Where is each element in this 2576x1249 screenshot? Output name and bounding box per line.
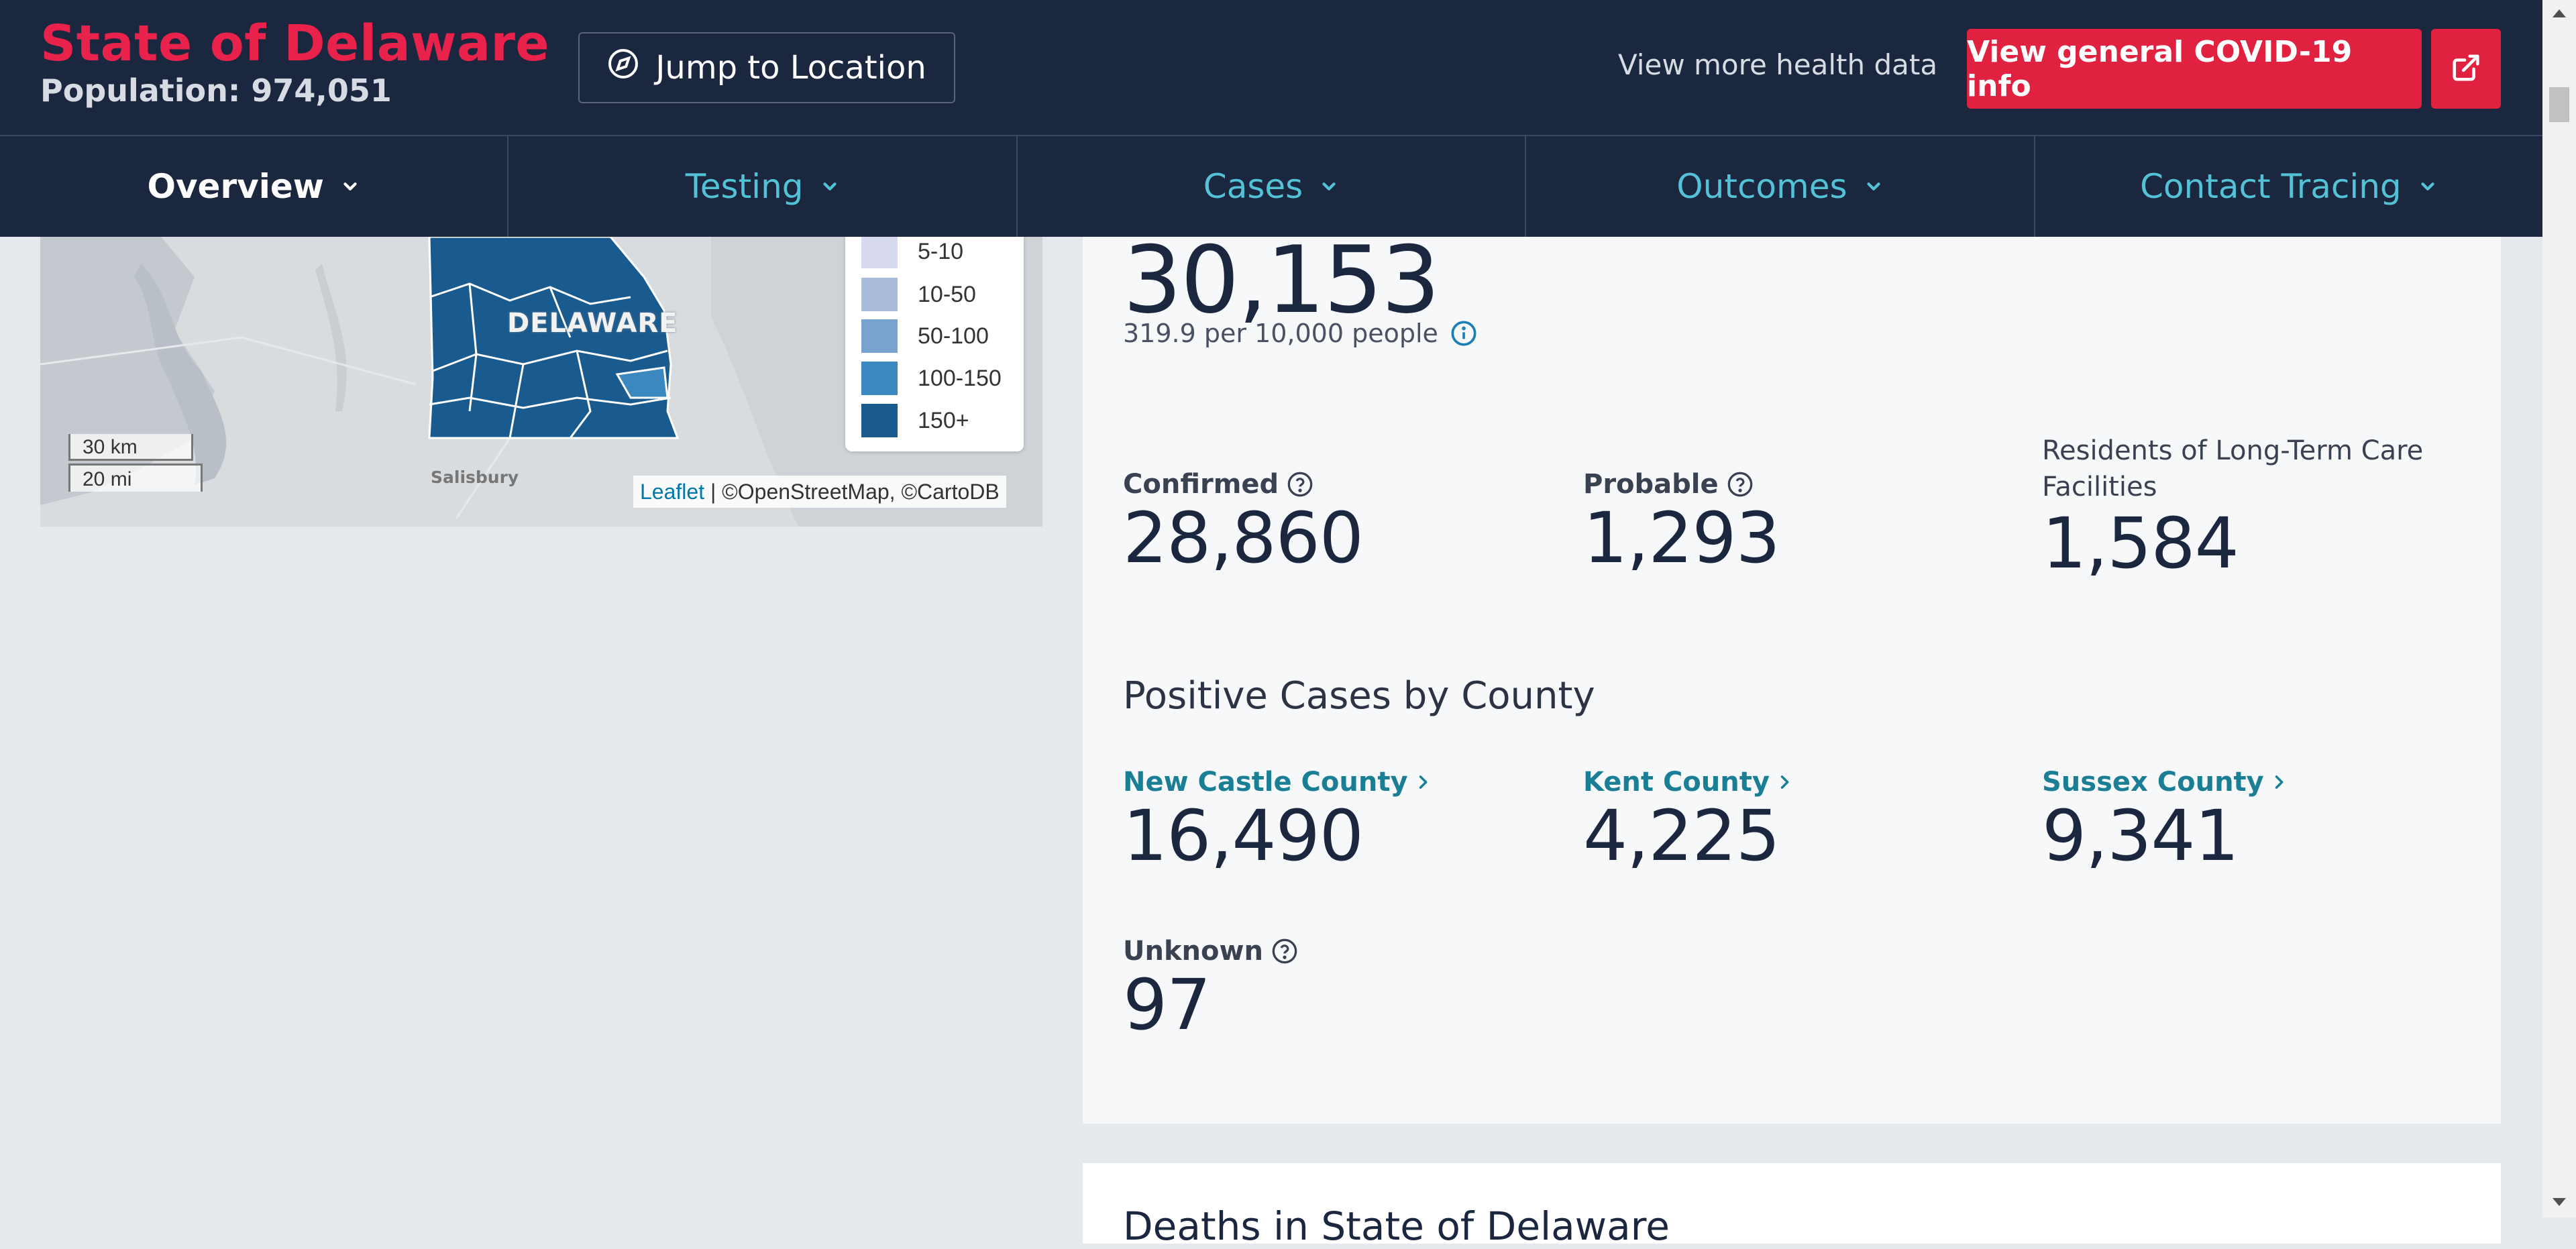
county-link-kent[interactable]: Kent County [1583, 767, 1794, 798]
chevron-down-icon [343, 182, 357, 191]
map-legend: 5-10 10-50 50-100 100-150 150+ [845, 237, 1024, 451]
county-kent: Kent County 4,225 [1583, 767, 1794, 874]
legend-swatch [861, 278, 898, 311]
county-name: Sussex County [2042, 767, 2264, 798]
legend-label: 150+ [918, 407, 969, 433]
header-divider [0, 135, 2542, 136]
help-icon[interactable] [1287, 471, 1313, 498]
county-value: 4,225 [1583, 795, 1780, 877]
external-link-button[interactable] [2431, 29, 2501, 109]
stat-label: Unknown [1123, 936, 1298, 967]
map-city-label: Salisbury [431, 468, 519, 487]
info-icon[interactable] [1450, 320, 1477, 347]
scale-km: 30 km [68, 434, 193, 461]
stat-label: Probable [1583, 469, 1780, 500]
external-link-icon [2451, 52, 2481, 86]
ltc-label: Residents of Long-Term Care Facilities [2042, 435, 2424, 502]
unknown-label: Unknown [1123, 936, 1263, 967]
compass-icon [607, 48, 639, 88]
stat-label: Confirmed [1123, 469, 1363, 500]
county-value: 16,490 [1123, 795, 1364, 877]
stat-confirmed: Confirmed 28,860 [1123, 469, 1364, 579]
stat-probable: Probable 1,293 [1583, 469, 1780, 576]
county-name: Kent County [1583, 767, 1770, 798]
chevron-down-icon [822, 182, 837, 191]
tab-label: Contact Tracing [2140, 167, 2402, 206]
positive-cases-by-county-title: Positive Cases by County [1123, 674, 1595, 718]
per-capita-label: 319.9 per 10,000 people [1123, 319, 1438, 348]
legend-label: 50-100 [918, 323, 989, 349]
help-icon[interactable] [1271, 938, 1298, 965]
section-nav: Overview Testing Cases Outcomes Contact … [0, 136, 2542, 237]
attribution-text: | ©OpenStreetMap, ©CartoDB [704, 479, 1000, 504]
chevron-right-icon [1780, 775, 1789, 789]
stat-unknown: Unknown 97 [1123, 936, 1298, 1043]
total-cases-value: 30,153 [1123, 226, 1440, 334]
jump-to-location-label: Jump to Location [655, 49, 926, 87]
population-text: Population: 974,051 [40, 72, 392, 109]
chevron-right-icon [1419, 775, 1427, 789]
legend-label: 100-150 [918, 365, 1002, 391]
legend-label: 5-10 [918, 238, 964, 264]
scroll-down-arrow-icon[interactable] [2553, 1198, 2566, 1206]
tab-contact-tracing[interactable]: Contact Tracing [2033, 136, 2542, 237]
leaflet-link[interactable]: Leaflet [640, 479, 705, 504]
tab-label: Outcomes [1676, 167, 1847, 206]
legend-swatch [861, 362, 898, 395]
top-header: State of Delaware Population: 974,051 Ju… [0, 0, 2542, 135]
legend-item: 100-150 [861, 360, 1002, 396]
legend-item: 10-50 [861, 276, 976, 313]
tab-outcomes[interactable]: Outcomes [1525, 136, 2033, 237]
tab-testing[interactable]: Testing [507, 136, 1016, 237]
deaths-card: Deaths in State of Delaware [1083, 1163, 2501, 1249]
page-title: State of Delaware [40, 15, 550, 72]
county-sussex: Sussex County 9,341 [2042, 767, 2288, 874]
probable-label: Probable [1583, 469, 1719, 500]
county-map[interactable]: DELAWARE Salisbury 5-10 10-50 50-100 100… [40, 237, 1042, 527]
chevron-down-icon [2421, 182, 2434, 191]
cases-card: 30,153 319.9 per 10,000 people Confirmed… [1083, 226, 2501, 1124]
county-new-castle: New Castle County 16,490 [1123, 767, 1432, 874]
map-state-label: DELAWARE [507, 308, 678, 339]
chevron-right-icon [2275, 775, 2284, 789]
stat-ltc: Residents of Long-Term Care Facilities 1… [2042, 433, 2458, 582]
deaths-card-title: Deaths in State of Delaware [1123, 1203, 1670, 1249]
tab-overview[interactable]: Overview [0, 136, 507, 237]
probable-value: 1,293 [1583, 497, 1780, 579]
unknown-value: 97 [1123, 964, 1211, 1046]
legend-swatch [861, 319, 898, 353]
chevron-down-icon [1322, 182, 1336, 191]
legend-label: 10-50 [918, 281, 976, 307]
page-scrollbar[interactable] [2542, 0, 2576, 1217]
tab-cases[interactable]: Cases [1016, 136, 1525, 237]
view-more-health-data-link[interactable]: View more health data [1618, 48, 1938, 81]
legend-item: 50-100 [861, 318, 989, 354]
legend-item: 5-10 [861, 237, 963, 270]
tab-label: Cases [1203, 167, 1303, 206]
county-link-sussex[interactable]: Sussex County [2042, 767, 2288, 798]
scale-mi: 20 mi [68, 464, 203, 492]
legend-item: 150+ [861, 402, 969, 439]
per-capita-text: 319.9 per 10,000 people [1123, 319, 1477, 348]
ltc-value: 1,584 [2042, 502, 2239, 584]
county-name: New Castle County [1123, 767, 1408, 798]
confirmed-value: 28,860 [1123, 497, 1364, 579]
jump-to-location-button[interactable]: Jump to Location [578, 32, 955, 103]
scroll-up-arrow-icon[interactable] [2553, 9, 2566, 17]
help-icon[interactable] [1727, 471, 1754, 498]
view-covid-info-button[interactable]: View general COVID-19 info [1967, 29, 2422, 109]
legend-swatch [861, 237, 898, 268]
tab-label: Overview [147, 167, 324, 206]
map-attribution: Leaflet | ©OpenStreetMap, ©CartoDB [633, 476, 1006, 508]
tab-label: Testing [685, 167, 804, 206]
confirmed-label: Confirmed [1123, 469, 1279, 500]
scroll-thumb[interactable] [2549, 87, 2569, 122]
county-value: 9,341 [2042, 795, 2239, 877]
legend-swatch [861, 404, 898, 437]
county-link-new-castle[interactable]: New Castle County [1123, 767, 1432, 798]
chevron-down-icon [1866, 182, 1880, 191]
